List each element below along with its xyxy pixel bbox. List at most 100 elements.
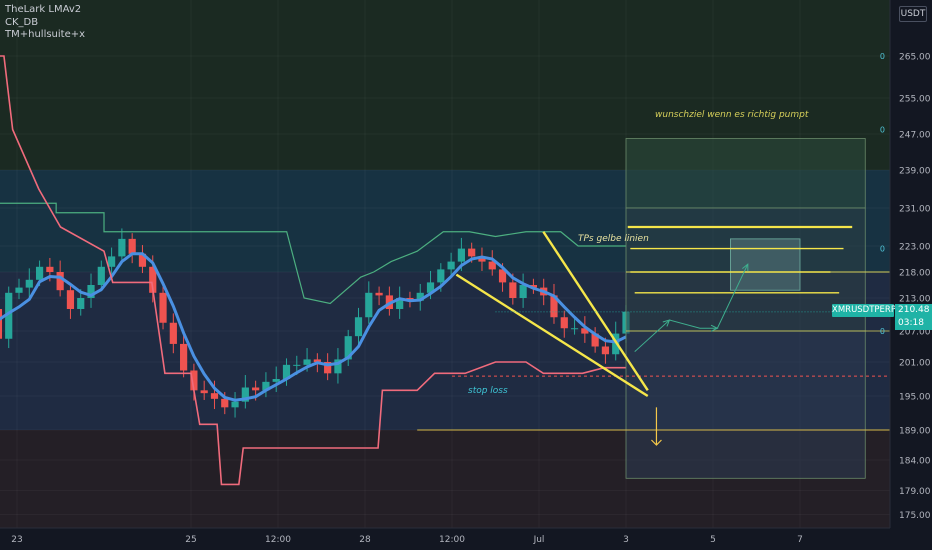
current-price-box: 210.48 03:18 [895,304,932,330]
projection-arrowhead-1 [662,319,671,327]
y-tick-label-1: 255.00 [899,95,931,105]
risk-zone-box [625,330,866,479]
candle-body-2 [0,309,3,339]
candle-countdown: 03:18 [898,317,924,328]
candle-body-3 [5,292,13,339]
candle-body-6 [35,266,44,280]
candle-body-19 [169,322,177,344]
zone-marker-0: 0 [880,52,885,61]
candle-body-27 [252,387,260,391]
candle-body-34 [324,362,332,374]
zone-marker-2: 0 [880,245,885,254]
candle-body-32 [303,359,311,365]
wedge-upper-trendline [542,231,649,391]
candle-body-43 [416,292,424,301]
x-tick-label-7: 5 [710,535,716,545]
y-tick-label-12: 184.00 [899,457,931,467]
candle-body-58 [570,328,579,330]
candle-body-36 [344,336,352,360]
candle-body-31 [293,364,301,366]
current-price-value: 210.48 [898,305,930,315]
zone-marker-1: 0 [880,126,885,135]
candle-body-45 [437,269,445,283]
candle-body-50 [488,261,496,270]
candle-body-13 [107,256,116,267]
target-annotation[interactable]: wunschziel wenn es richtig pumpt [655,110,809,120]
candle-body-61 [601,346,610,355]
candle-body-33 [313,359,321,362]
candle-body-26 [241,387,249,402]
candle-body-48 [468,248,476,257]
y-tick-label-11: 189.00 [899,427,931,437]
candle-body-46 [447,261,455,270]
candle-body-56 [550,295,558,318]
candle-body-53 [519,285,527,298]
candle-body-60 [591,333,599,347]
x-tick-label-0: 23 [11,535,22,545]
y-tick-label-5: 223.00 [899,243,931,253]
projection-path [634,263,749,353]
symbol-price-label: XMRUSDTPERP [832,304,896,317]
candle-body-49 [478,256,486,262]
candle-body-18 [159,292,167,323]
candle-body-9 [66,290,75,309]
candle-body-44 [426,282,435,293]
candle-body-8 [56,272,64,291]
y-tick-label-3: 239.00 [899,167,931,177]
candle-body-28 [262,381,270,391]
legend-line-2[interactable]: CK_DB [5,16,39,28]
y-tick-label-2: 247.00 [899,131,931,141]
y-tick-label-8: 207.00 [899,328,931,338]
candle-body-51 [498,269,507,283]
zone-marker-3: 0 [880,327,885,336]
candle-body-4 [15,287,23,293]
candle-body-38 [365,292,373,318]
candle-body-12 [97,266,105,285]
candle-body-47 [457,248,465,262]
candle-body-15 [128,238,136,254]
x-tick-label-4: 12:00 [439,535,465,545]
y-tick-label-9: 201.00 [899,359,931,369]
y-tick-label-10: 195.00 [899,393,931,403]
candle-body-35 [334,359,342,374]
legend-line-1[interactable]: TheLark LMAv2 [5,4,82,15]
x-tick-label-8: 7 [797,535,803,545]
currency-badge[interactable]: USDT [899,6,927,22]
y-tick-label-0: 265.00 [899,53,931,63]
projection-arrowhead-4 [742,263,749,272]
stop-loss-annotation[interactable]: stop loss [468,386,508,396]
candle-body-17 [149,266,157,293]
candle-body-16 [138,253,147,267]
price-axis-panel [890,0,932,550]
legend-line-3[interactable]: TM+hullsuite+x [5,29,86,40]
down-arrow-head [651,439,662,446]
tp-annotation[interactable]: TPs gelbe linien [578,234,649,244]
x-tick-label-1: 25 [185,535,196,545]
y-tick-label-4: 231.00 [899,205,931,215]
candle-body-54 [529,285,538,288]
candle-body-30 [282,364,291,379]
projection-arrowhead-3 [710,324,719,332]
candle-body-21 [190,370,198,391]
wedge-lower-trendline [455,273,649,398]
y-tick-label-6: 218.00 [899,269,931,279]
candle-body-57 [560,317,568,329]
candle-body-39 [375,292,383,296]
candle-body-62 [612,333,620,355]
y-tick-label-7: 213.00 [899,295,931,305]
candle-body-23 [210,393,219,399]
candle-body-20 [180,343,188,371]
candle-body-11 [87,285,95,298]
candle-body-14 [118,238,126,257]
y-tick-label-14: 175.00 [899,511,931,521]
x-tick-label-2: 12:00 [265,535,291,545]
candle-body-41 [396,298,404,309]
indicator-legend: TheLark LMAv2 CK_DB TM+hullsuite+x [5,4,85,42]
candle-body-7 [46,266,54,272]
target-zone-box [625,138,866,209]
lower-band-line [0,55,626,486]
candle-body-25 [231,401,239,408]
candle-body-59 [581,328,589,334]
